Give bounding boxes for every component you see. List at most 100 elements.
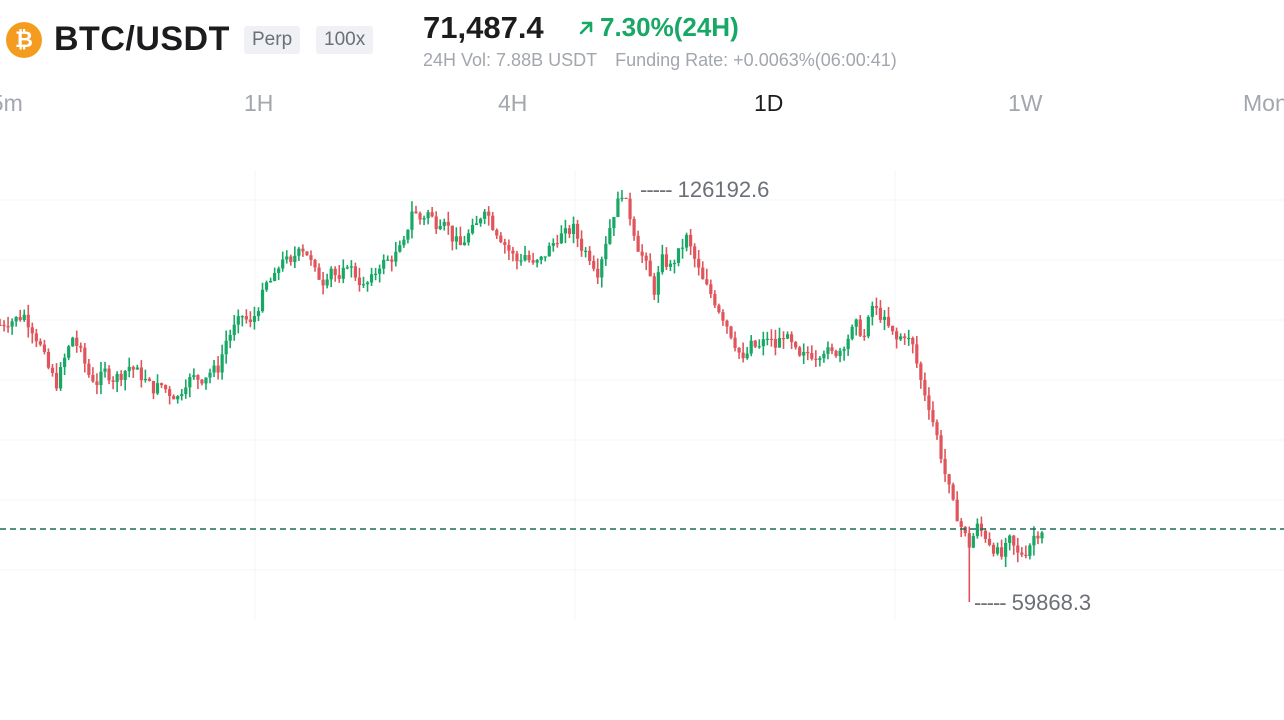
candle-body: [907, 337, 911, 340]
candle-body: [341, 267, 345, 279]
candle-body: [963, 526, 967, 534]
candle-body: [721, 312, 725, 321]
candle-body: [236, 316, 240, 325]
candle-body: [886, 316, 891, 326]
ticker-header: ₿ BTC/USDT Perp 100x 71,487.4 7.30%(24H)…: [0, 0, 1284, 80]
candle-body: [838, 350, 842, 356]
tab-1d[interactable]: 1D: [754, 90, 784, 116]
candle-body: [458, 236, 463, 246]
pair-title[interactable]: BTC/USDT: [54, 20, 230, 58]
candle-body: [378, 268, 382, 274]
candle-body: [596, 268, 600, 278]
candle-body: [995, 547, 1000, 554]
candle-body: [337, 275, 341, 279]
candle-body: [285, 256, 289, 260]
candle-body: [656, 272, 660, 295]
candle-body: [22, 314, 26, 321]
candle-body: [680, 247, 685, 249]
market-stats: 24H Vol: 7.88B USDT Funding Rate: +0.0063…: [423, 50, 897, 71]
candle-body: [971, 536, 975, 548]
candle-body: [539, 256, 543, 261]
candle-body: [277, 268, 281, 274]
candle-body: [575, 223, 580, 239]
candle-body: [806, 351, 810, 354]
candle-body: [1012, 535, 1016, 546]
candle-body: [547, 245, 551, 257]
candle-body: [709, 284, 713, 295]
tab-15m[interactable]: 15m: [0, 90, 23, 116]
price-change-text: 7.30%(24H): [600, 12, 739, 42]
candle-body: [232, 324, 236, 336]
candle-body: [931, 409, 935, 423]
candle-body: [240, 316, 244, 318]
candle-body: [495, 229, 499, 236]
candle-body: [765, 338, 769, 341]
candle-body: [785, 334, 790, 339]
candle-body: [139, 367, 143, 381]
candle-body: [567, 228, 572, 234]
candle-body: [616, 198, 620, 218]
candle-body: [628, 198, 632, 220]
candle-body: [474, 223, 479, 226]
candle-body: [483, 211, 487, 219]
candle-body: [83, 347, 87, 364]
tab-month[interactable]: Mon: [1243, 90, 1284, 116]
candle-body: [713, 294, 717, 306]
low-price-label: ----- 59868.3: [974, 590, 1092, 615]
candle-body: [30, 327, 34, 334]
candle-body: [555, 243, 559, 245]
candle-body: [26, 314, 30, 328]
candle-body: [244, 316, 248, 320]
candle-body: [398, 245, 402, 252]
candle-body: [317, 267, 321, 280]
tab-1h[interactable]: 1H: [244, 90, 274, 116]
tab-1w[interactable]: 1W: [1008, 90, 1043, 116]
candle-body: [543, 256, 547, 258]
tab-4h[interactable]: 4H: [498, 90, 528, 116]
candle-body: [559, 233, 563, 244]
candle-body: [648, 260, 652, 277]
candle-body: [802, 351, 806, 356]
candle-body: [535, 260, 539, 263]
candle-body: [349, 266, 353, 268]
candle-body: [959, 521, 963, 527]
candle-body: [159, 383, 164, 386]
candle-body: [155, 383, 160, 394]
candle-body: [260, 289, 265, 312]
candle-body: [890, 325, 895, 332]
candle-body: [46, 351, 51, 368]
candle-body: [717, 305, 721, 313]
candle-body: [697, 258, 701, 268]
candle-body: [927, 395, 931, 410]
candle-body: [188, 377, 192, 388]
candle-body: [527, 255, 531, 261]
candle-body: [172, 396, 176, 400]
candle-body: [454, 236, 458, 242]
candle-body: [664, 254, 668, 267]
candle-body: [268, 280, 273, 283]
funding-rate: Funding Rate: +0.0063%(06:00:41): [615, 50, 897, 70]
candle-body: [951, 484, 955, 500]
candle-body: [442, 221, 446, 226]
candle-body: [91, 374, 95, 382]
high-price-label: ----- 126192.6: [640, 177, 770, 202]
candle-body: [903, 336, 907, 339]
volume-24h: 24H Vol: 7.88B USDT: [423, 50, 598, 70]
candle-body: [426, 212, 430, 219]
candle-body: [850, 326, 854, 339]
candlestick-chart[interactable]: [0, 150, 1284, 630]
candle-body: [18, 316, 22, 321]
candle-body: [204, 377, 208, 384]
candle-body: [632, 219, 636, 236]
candle-body: [947, 474, 951, 485]
candle-body: [705, 279, 709, 285]
candle-body: [2, 324, 6, 327]
candle-body: [430, 212, 434, 217]
candle-body: [180, 394, 184, 397]
candle-body: [353, 266, 358, 278]
candle-body: [935, 422, 939, 436]
candle-body: [915, 344, 919, 364]
candle-body: [955, 499, 959, 522]
candle-body: [345, 267, 349, 269]
candle-body: [224, 340, 228, 355]
